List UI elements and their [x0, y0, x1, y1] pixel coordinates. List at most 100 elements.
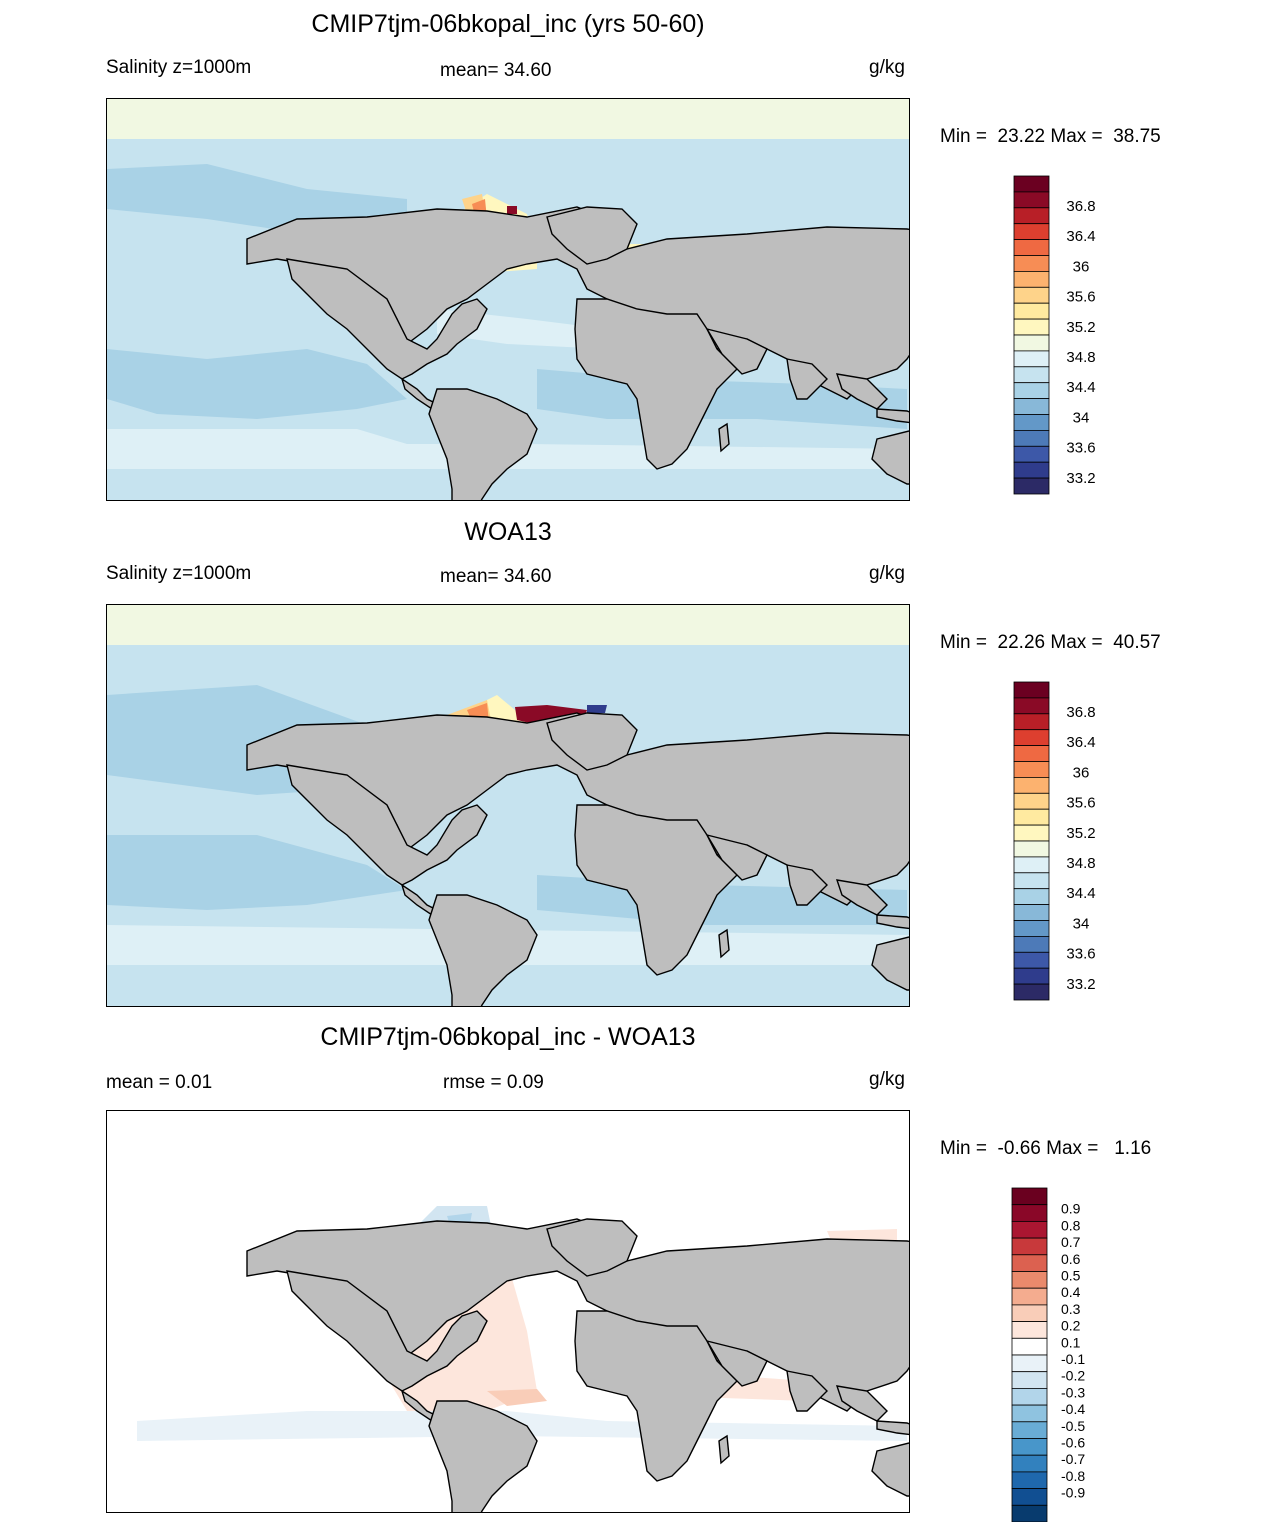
- colorbar-swatch: [1013, 697, 1050, 715]
- colorbar-tick-label: -0.7: [1061, 1451, 1085, 1467]
- colorbar-swatch: [1013, 777, 1050, 794]
- colorbar-swatch: [1011, 1404, 1048, 1423]
- colorbar-tick-label: 0.2: [1061, 1318, 1081, 1334]
- colorbar-tick-label: 0.6: [1061, 1251, 1081, 1267]
- colorbar-tick-label: 36: [1073, 764, 1090, 781]
- colorbar-swatch: [1013, 872, 1050, 890]
- colorbar-swatch: [1013, 334, 1050, 352]
- panel-title: CMIP7tjm-06bkopal_inc (yrs 50-60): [311, 10, 705, 38]
- colorbar-swatch: [1013, 302, 1050, 320]
- colorbar-swatch: [1013, 681, 1050, 699]
- colorbar-tick-label: -0.6: [1061, 1435, 1085, 1451]
- colorbar-swatch: [1013, 286, 1050, 304]
- colorbar-tick-label: -0.3: [1061, 1384, 1085, 1400]
- mean-label: mean = 0.01: [106, 1072, 213, 1093]
- colorbar-swatch: [1011, 1504, 1048, 1522]
- colorbar-tick-label: -0.8: [1061, 1468, 1085, 1484]
- colorbar-tick-label: 36.8: [1066, 198, 1095, 215]
- colorbar-tick-label: 33.2: [1066, 976, 1095, 993]
- colorbar-swatch: [1011, 1454, 1048, 1473]
- colorbar-swatch: [1013, 255, 1050, 272]
- colorbar-swatch: [1013, 318, 1050, 336]
- colorbar-tick-label: 0.9: [1061, 1201, 1081, 1217]
- colorbar-swatch: [1011, 1304, 1048, 1323]
- colorbar-swatch: [1011, 1321, 1048, 1339]
- colorbar-tick-label: 0.7: [1061, 1234, 1081, 1250]
- minmax-label: Min = 23.22 Max = 38.75: [940, 126, 1161, 147]
- salinity-map: [106, 98, 910, 501]
- colorbar-main-2: 36.8 36.4 36 35.6 35.2 34.8 34.4 34 33.6 33.2: [1013, 681, 1134, 1002]
- difference-map: [106, 1110, 910, 1513]
- colorbar-swatch: [1013, 366, 1050, 384]
- colorbar-tick-label: 34: [1073, 915, 1090, 932]
- colorbar-swatch: [1013, 840, 1050, 858]
- colorbar-swatch: [1011, 1438, 1048, 1456]
- colorbar-tick-label: 0.8: [1061, 1217, 1081, 1233]
- colorbar-tick-label: 35.6: [1066, 795, 1095, 812]
- colorbar-swatch: [1013, 223, 1050, 241]
- colorbar-main-1: 36.8 36.4 36 35.6 35.2 34.8 34.4 34 33.6 33.2: [1013, 175, 1134, 496]
- colorbar-tick-label: 33.6: [1066, 440, 1095, 457]
- colorbar-tick-label: 34: [1073, 409, 1090, 426]
- colorbar-swatch: [1013, 461, 1050, 479]
- colorbar-swatch: [1011, 1204, 1048, 1222]
- colorbar-swatch: [1013, 445, 1050, 463]
- colorbar-swatch: [1013, 191, 1050, 209]
- colorbar-tick-label: -0.2: [1061, 1368, 1085, 1384]
- colorbar-tick-label: 0.5: [1061, 1268, 1081, 1284]
- colorbar-swatch: [1011, 1471, 1048, 1489]
- mean-label: mean= 34.60: [440, 566, 552, 587]
- colorbar-swatch: [1013, 888, 1050, 905]
- colorbar-swatch: [1013, 935, 1050, 953]
- colorbar-tick-label: 36.4: [1066, 734, 1095, 751]
- colorbar-tick-label: 35.2: [1066, 825, 1095, 842]
- colorbar-swatch: [1013, 808, 1050, 826]
- colorbar-tick-label: 34.4: [1066, 379, 1095, 396]
- rmse-label: rmse = 0.09: [443, 1072, 544, 1093]
- colorbar-swatch: [1013, 477, 1050, 495]
- colorbar-swatch: [1013, 951, 1050, 969]
- colorbar-swatch: [1011, 1237, 1048, 1256]
- colorbar-tick-label: 33.2: [1066, 470, 1095, 487]
- colorbar-tick-label: -0.4: [1061, 1401, 1085, 1417]
- units-label: g/kg: [869, 563, 905, 584]
- colorbar-swatch: [1011, 1271, 1048, 1289]
- colorbar-tick-label: -0.1: [1061, 1351, 1085, 1367]
- colorbar-swatch: [1011, 1337, 1048, 1356]
- colorbar-swatch: [1011, 1488, 1048, 1506]
- colorbar-swatch: [1013, 983, 1050, 1001]
- colorbar-tick-label: 35.2: [1066, 319, 1095, 336]
- colorbar-tick-label: 33.6: [1066, 946, 1095, 963]
- colorbar-swatch: [1011, 1287, 1048, 1306]
- units-label: g/kg: [869, 1069, 905, 1090]
- colorbar-swatch: [1011, 1254, 1048, 1272]
- colorbar-swatch: [1013, 271, 1050, 288]
- colorbar-swatch: [1013, 175, 1050, 193]
- colorbar-swatch: [1013, 207, 1050, 225]
- colorbar-difference: 0.9 0.8 0.7 0.6 0.5 0.4 0.3 0.2 0.1 -0.1 -0.2 -0.3-…: [1011, 1187, 1132, 1522]
- colorbar-swatch: [1013, 745, 1050, 762]
- colorbar-tick-label: 35.6: [1066, 289, 1095, 306]
- colorbar-swatch: [1013, 382, 1050, 399]
- panel-title: CMIP7tjm-06bkopal_inc - WOA13: [320, 1023, 696, 1051]
- colorbar-tick-label: -0.9: [1061, 1485, 1085, 1501]
- minmax-label: Min = 22.26 Max = 40.57: [940, 632, 1161, 653]
- colorbar-tick-label: 34.4: [1066, 885, 1095, 902]
- colorbar-swatch: [1013, 967, 1050, 985]
- colorbar-swatch: [1013, 713, 1050, 731]
- minmax-label: Min = -0.66 Max = 1.16: [940, 1138, 1152, 1159]
- colorbar-swatch: [1013, 398, 1050, 415]
- colorbar-tick-label: 0.1: [1061, 1334, 1081, 1350]
- colorbar-swatch: [1013, 414, 1050, 431]
- colorbar-swatch: [1013, 856, 1050, 874]
- colorbar-swatch: [1013, 761, 1050, 778]
- colorbar-swatch: [1013, 792, 1050, 810]
- panel-title: WOA13: [464, 518, 552, 546]
- colorbar-tick-label: 34.8: [1066, 855, 1095, 872]
- colorbar-swatch: [1013, 239, 1050, 256]
- variable-label: Salinity z=1000m: [106, 563, 252, 584]
- colorbar-tick-label: 36: [1073, 258, 1090, 275]
- colorbar-swatch: [1011, 1187, 1048, 1206]
- colorbar-tick-label: 0.3: [1061, 1301, 1081, 1317]
- units-label: g/kg: [869, 57, 905, 78]
